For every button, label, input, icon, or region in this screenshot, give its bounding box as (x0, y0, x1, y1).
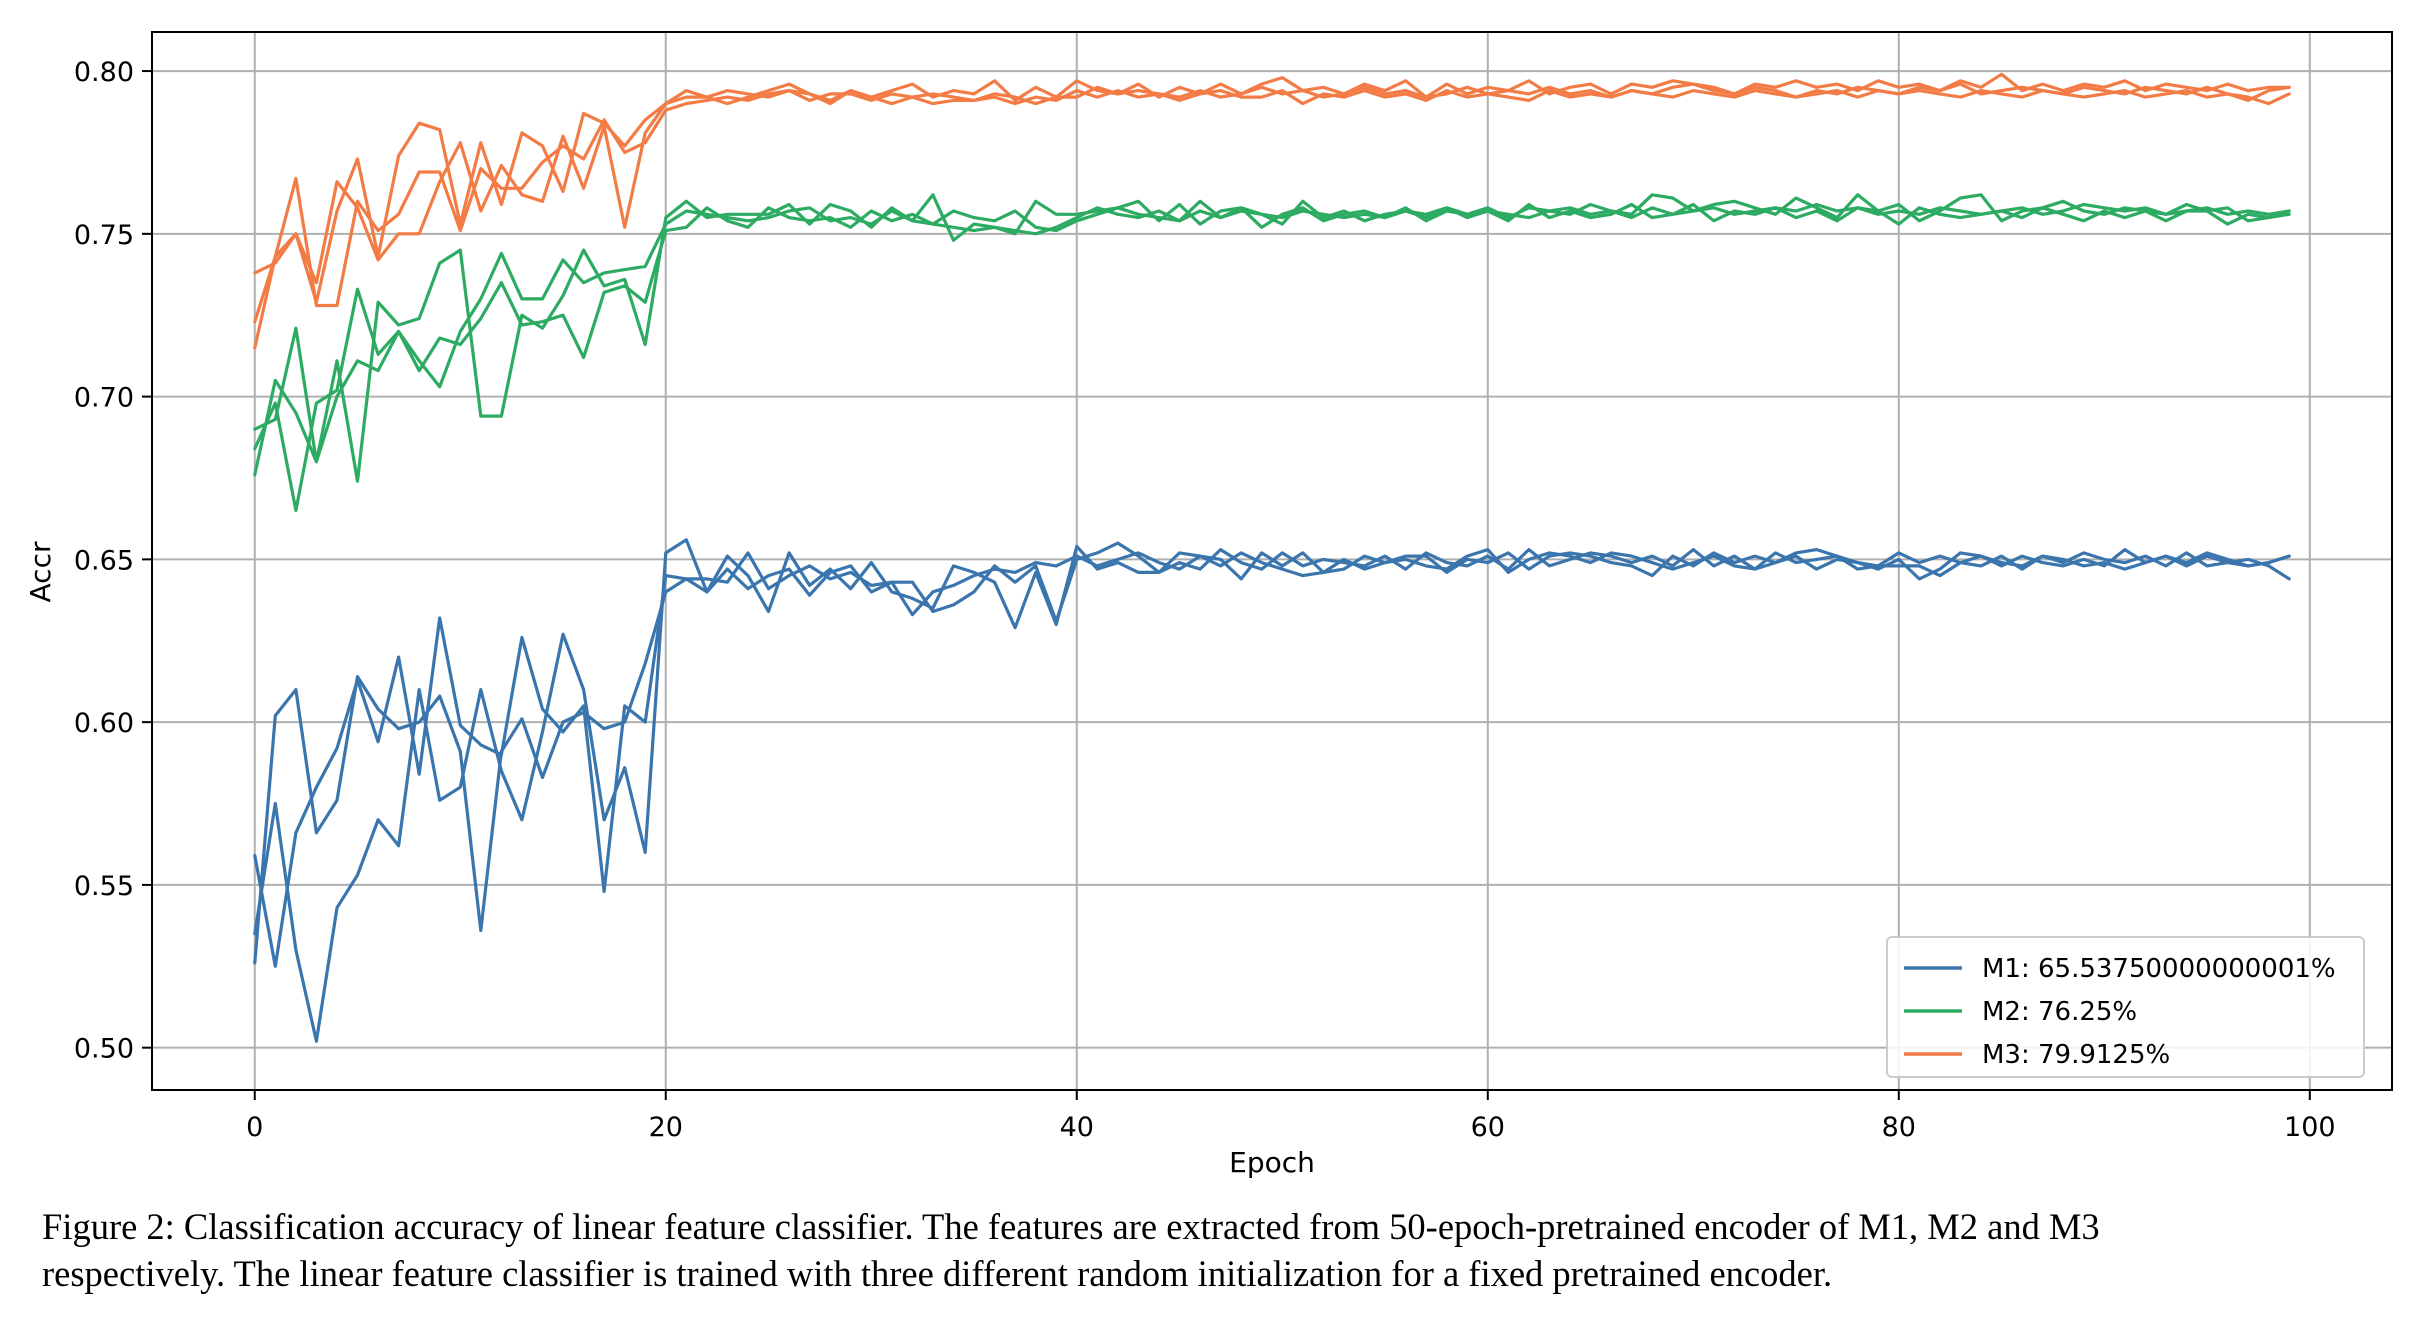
caption-line-2: respectively. The linear feature classif… (42, 1253, 1833, 1294)
series-line-m1-run-1 (253, 541, 2291, 968)
x-axis-label: Epoch (1229, 1146, 1315, 1179)
legend-label-m3: M3: 79.9125% (1982, 1040, 2170, 1070)
x-tick-label: 0 (246, 1112, 263, 1143)
x-tick-label: 60 (1471, 1112, 1505, 1143)
legend-box (1886, 936, 2365, 1078)
x-axis-ticks: 0 20 40 60 80 100 (246, 1090, 2336, 1143)
series-line-m2-run-2 (253, 193, 2291, 483)
y-tick-label: 0.80 (74, 57, 134, 88)
y-tick-label: 0.50 (74, 1034, 134, 1065)
y-tick-label: 0.55 (74, 871, 134, 902)
series-lines (253, 72, 2291, 1043)
series-line-m2-run-1 (253, 202, 2291, 464)
y-tick-label: 0.75 (74, 220, 134, 251)
plot-frame (151, 31, 2393, 1091)
y-axis-ticks: 0.50 0.55 0.60 0.65 0.70 0.75 0.80 (74, 57, 152, 1065)
x-tick-label: 100 (2284, 1112, 2336, 1143)
x-tick-label: 20 (649, 1112, 683, 1143)
series-line-m2-run-3 (253, 199, 2291, 513)
series-line-m3-run-3 (253, 88, 2291, 285)
series-line-m1-run-3 (253, 547, 2291, 965)
series-line-m3-run-2 (253, 72, 2291, 324)
accuracy-line-chart: 0 20 40 60 80 100 0.50 0.55 0.60 0.65 0.70 0.75 0.8… (24, 31, 2393, 1179)
figure-caption: Figure 2: Classification accuracy of lin… (42, 1203, 2402, 1297)
y-tick-label: 0.70 (74, 383, 134, 414)
y-tick-label: 0.60 (74, 708, 134, 739)
x-tick-label: 80 (1882, 1112, 1916, 1143)
legend-label-m1: M1: 65.53750000000001% (1982, 954, 2336, 984)
legend: M1: 65.53750000000001% M2: 76.25% M3: 79.9… (1886, 936, 2365, 1078)
y-tick-label: 0.65 (74, 545, 134, 576)
y-axis-label: Accr (24, 541, 57, 602)
legend-label-m2: M2: 76.25% (1982, 997, 2137, 1027)
x-tick-label: 40 (1060, 1112, 1094, 1143)
caption-line-1: Figure 2: Classification accuracy of lin… (42, 1206, 2100, 1247)
